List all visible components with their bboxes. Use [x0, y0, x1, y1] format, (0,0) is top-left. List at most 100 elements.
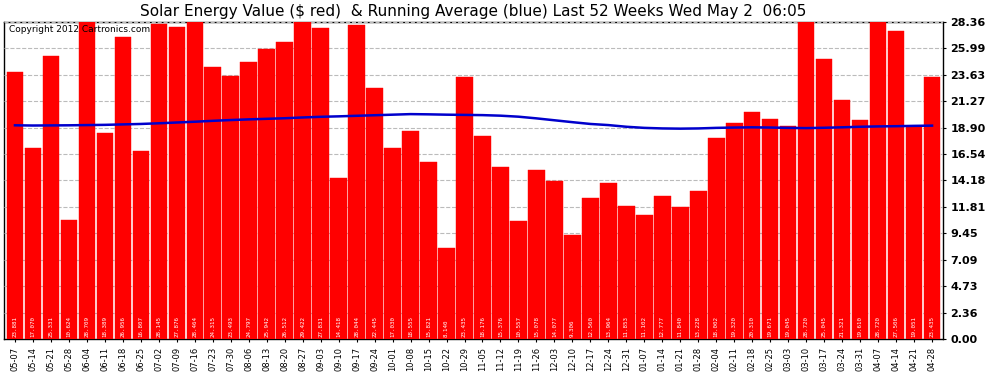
Bar [798, 18, 815, 339]
Bar [97, 133, 113, 339]
Bar [636, 215, 652, 339]
Bar [439, 248, 454, 339]
Text: 28.709: 28.709 [84, 316, 89, 337]
Text: 25.331: 25.331 [49, 316, 53, 337]
Text: 15.376: 15.376 [498, 316, 503, 337]
Text: 19.610: 19.610 [857, 316, 862, 337]
Text: 23.493: 23.493 [229, 316, 234, 337]
Bar [294, 10, 311, 339]
Bar [205, 67, 221, 339]
Text: 12.777: 12.777 [659, 316, 665, 337]
Bar [60, 220, 77, 339]
Bar [834, 100, 850, 339]
Bar [618, 206, 635, 339]
Text: 23.435: 23.435 [930, 316, 935, 337]
Text: 11.853: 11.853 [624, 316, 629, 337]
Bar [421, 162, 437, 339]
Text: Copyright 2012 Cartronics.com: Copyright 2012 Cartronics.com [9, 25, 149, 34]
Text: 26.956: 26.956 [121, 316, 126, 337]
Text: 13.228: 13.228 [696, 316, 701, 337]
Bar [366, 88, 383, 339]
Text: 28.720: 28.720 [875, 316, 880, 337]
Bar [906, 126, 923, 339]
Text: 19.051: 19.051 [912, 316, 917, 337]
Text: 17.070: 17.070 [31, 316, 36, 337]
Bar [492, 167, 509, 339]
Text: 14.077: 14.077 [551, 316, 557, 337]
Text: 25.045: 25.045 [822, 316, 827, 337]
Text: 15.821: 15.821 [426, 316, 431, 337]
Text: 22.445: 22.445 [372, 316, 377, 337]
Bar [78, 18, 95, 339]
Bar [115, 38, 131, 339]
Text: 18.389: 18.389 [102, 316, 107, 337]
Bar [888, 31, 904, 339]
Bar [133, 151, 149, 339]
Text: 27.831: 27.831 [318, 316, 323, 337]
Bar [816, 59, 833, 339]
Bar [528, 170, 545, 339]
Bar [25, 148, 42, 339]
Bar [474, 136, 491, 339]
Text: 18.555: 18.555 [408, 316, 413, 337]
Text: 27.506: 27.506 [894, 316, 899, 337]
Text: 28.145: 28.145 [156, 316, 161, 337]
Text: 28.720: 28.720 [804, 316, 809, 337]
Bar [313, 28, 329, 339]
Bar [762, 119, 778, 339]
Bar [150, 24, 167, 339]
Bar [672, 207, 689, 339]
Text: 28.044: 28.044 [354, 316, 359, 337]
Bar [186, 21, 203, 339]
Bar [546, 182, 562, 339]
Bar [331, 178, 346, 339]
Text: 24.797: 24.797 [247, 316, 251, 337]
Text: 20.310: 20.310 [749, 316, 754, 337]
Bar [743, 112, 760, 339]
Text: 28.464: 28.464 [192, 316, 197, 337]
Text: 13.964: 13.964 [606, 316, 611, 337]
Bar [7, 72, 23, 339]
Bar [582, 198, 599, 339]
Text: 8.140: 8.140 [445, 320, 449, 337]
Text: 15.078: 15.078 [534, 316, 539, 337]
Text: 11.102: 11.102 [642, 316, 646, 337]
Bar [726, 123, 742, 339]
Bar [168, 27, 185, 339]
Bar [348, 25, 365, 339]
Bar [690, 191, 707, 339]
Text: 16.807: 16.807 [139, 316, 144, 337]
Bar [600, 183, 617, 339]
Text: 11.840: 11.840 [678, 316, 683, 337]
Text: 23.881: 23.881 [13, 316, 18, 337]
Text: 10.624: 10.624 [66, 316, 71, 337]
Text: 19.320: 19.320 [732, 316, 737, 337]
Text: 26.512: 26.512 [282, 316, 287, 337]
Text: 24.315: 24.315 [210, 316, 215, 337]
Text: 25.942: 25.942 [264, 316, 269, 337]
Text: 18.176: 18.176 [480, 316, 485, 337]
Bar [43, 56, 59, 339]
Text: 21.321: 21.321 [840, 316, 844, 337]
Bar [708, 138, 725, 339]
Bar [384, 148, 401, 339]
Title: Solar Energy Value ($ red)  & Running Average (blue) Last 52 Weeks Wed May 2  06: Solar Energy Value ($ red) & Running Ave… [141, 4, 807, 19]
Text: 27.876: 27.876 [174, 316, 179, 337]
Text: 17.030: 17.030 [390, 316, 395, 337]
Bar [654, 196, 670, 339]
Bar [241, 62, 257, 339]
Bar [456, 77, 473, 339]
Bar [924, 77, 940, 339]
Text: 9.306: 9.306 [570, 320, 575, 337]
Bar [564, 235, 581, 339]
Text: 29.422: 29.422 [300, 316, 305, 337]
Bar [402, 131, 419, 339]
Bar [870, 18, 886, 339]
Text: 14.418: 14.418 [337, 316, 342, 337]
Bar [258, 49, 275, 339]
Text: 23.435: 23.435 [462, 316, 467, 337]
Text: 18.002: 18.002 [714, 316, 719, 337]
Text: 12.560: 12.560 [588, 316, 593, 337]
Bar [276, 42, 293, 339]
Text: 10.557: 10.557 [516, 316, 521, 337]
